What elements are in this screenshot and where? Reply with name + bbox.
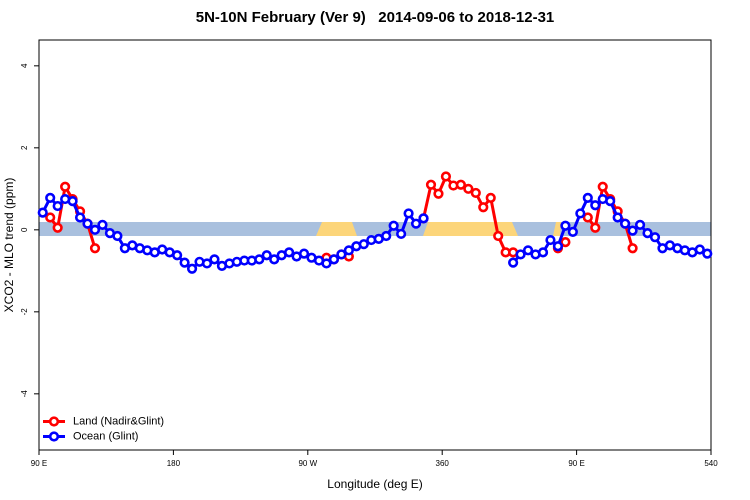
data-point (493, 230, 504, 242)
data-point (89, 243, 101, 254)
data-point (186, 263, 198, 274)
data-point (45, 212, 56, 223)
data-point (582, 212, 593, 223)
data-point (45, 192, 56, 203)
data-point (336, 249, 347, 260)
data-point (605, 196, 616, 207)
data-point (560, 220, 571, 231)
data-point (440, 171, 452, 182)
data-point (597, 181, 608, 192)
data-point (485, 192, 496, 203)
data-point (209, 254, 220, 265)
data-point (52, 222, 63, 233)
data-point (89, 224, 101, 235)
data-point (97, 219, 108, 231)
data-point (321, 258, 332, 269)
x-tick-label: 90 E (31, 459, 47, 468)
data-point (179, 257, 190, 268)
data-point (702, 248, 713, 259)
land-strip (316, 222, 357, 236)
legend-label: Ocean (Glint) (73, 430, 138, 442)
data-point (403, 208, 414, 219)
y-tick-label: 2 (20, 145, 29, 150)
data-point (642, 228, 653, 239)
legend-marker (48, 416, 60, 427)
data-point (478, 202, 489, 213)
data-point (261, 250, 272, 261)
land-strip (553, 222, 561, 236)
data-point (254, 254, 265, 265)
legend-label: Land (Nadir&Glint) (73, 415, 164, 427)
data-point (582, 192, 593, 203)
data-point (463, 183, 474, 194)
data-point (552, 241, 564, 252)
data-point (649, 232, 661, 243)
data-point (172, 250, 183, 261)
data-point (522, 245, 534, 256)
y-tick-label: -4 (20, 390, 29, 398)
data-point (328, 254, 340, 265)
data-point (284, 247, 295, 258)
data-point (627, 243, 638, 254)
data-point (560, 237, 571, 248)
data-point (433, 188, 444, 199)
data-point (358, 239, 369, 250)
data-point (425, 179, 437, 190)
x-tick-label: 360 (436, 459, 450, 468)
data-point (537, 247, 549, 258)
y-tick-label: -2 (20, 308, 29, 316)
y-tick-label: 0 (20, 227, 29, 232)
data-point (381, 230, 392, 242)
data-point (627, 225, 638, 236)
data-point (112, 230, 123, 242)
data-point (52, 200, 63, 212)
data-point (396, 228, 407, 240)
data-point (67, 196, 78, 207)
data-point (388, 220, 399, 231)
data-point (60, 181, 71, 192)
data-point (634, 219, 646, 231)
x-tick-label: 540 (704, 459, 718, 468)
x-tick-label: 180 (167, 459, 181, 468)
x-tick-label: 90 E (568, 459, 584, 468)
x-tick-label: 90 W (298, 459, 317, 468)
legend-marker (48, 431, 60, 442)
data-point (508, 257, 519, 268)
data-point (590, 222, 601, 233)
ocean-strip (39, 222, 711, 236)
y-tick-label: 4 (20, 63, 29, 68)
data-point (269, 254, 280, 265)
data-point (470, 187, 481, 199)
data-point (74, 212, 86, 223)
data-point (37, 207, 48, 218)
data-point (575, 208, 586, 219)
data-point (298, 248, 310, 259)
data-point (590, 200, 601, 211)
data-point (410, 218, 422, 229)
x-axis-label: Longitude (deg E) (327, 477, 422, 491)
data-point (612, 212, 623, 223)
land-strip (423, 222, 518, 236)
data-point (82, 218, 93, 229)
data-point (201, 258, 213, 269)
chart-title: 5N-10N February (Ver 9) 2014-09-06 to 20… (196, 9, 555, 26)
data-point (545, 234, 556, 246)
data-point (694, 244, 705, 255)
data-point (455, 179, 466, 190)
plot-frame (38, 39, 712, 451)
data-point (515, 249, 526, 260)
y-axis-label: XCO2 - MLO trend (ppm) (2, 178, 16, 313)
data-point (343, 245, 354, 256)
data-point (620, 218, 631, 229)
data-point (418, 213, 429, 224)
data-point (567, 226, 578, 237)
land-ocean-strip (39, 222, 711, 236)
